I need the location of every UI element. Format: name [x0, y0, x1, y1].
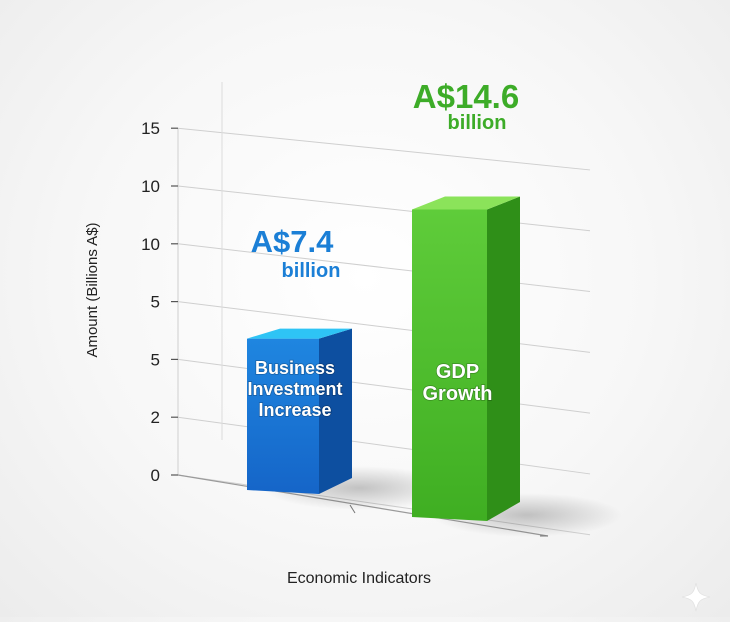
y-tick-label: 5 — [151, 350, 160, 369]
x-axis-label: Economic Indicators — [287, 570, 431, 587]
gridline — [177, 301, 591, 353]
bar — [247, 328, 352, 494]
bars — [247, 196, 520, 522]
bar-category-label: Investment — [247, 379, 342, 399]
gridline — [177, 416, 591, 475]
bar-front-face — [247, 338, 319, 494]
bar-front-face — [412, 209, 487, 522]
bar-category-label: Business — [255, 358, 335, 378]
data-labels: BusinessInvestmentIncreaseA$7.4billionGD… — [247, 78, 519, 421]
gridline — [177, 185, 591, 232]
bar-top-face — [247, 328, 352, 339]
bar-category-label: Growth — [423, 383, 493, 405]
y-axis-ticks: 0 2 5 5 10 10 15 — [141, 119, 178, 485]
sparkle-icon — [681, 582, 711, 612]
gridline — [177, 127, 591, 171]
y-axis-label: Amount (Billions A$) — [84, 222, 101, 357]
data-label-unit: billion — [448, 112, 507, 134]
y-tick-label: 10 — [141, 177, 160, 196]
y-tick-label: 5 — [151, 293, 160, 312]
y-tick-label: 2 — [151, 408, 160, 427]
data-label-amount: A$14.6 — [413, 78, 519, 115]
bar-side-face — [487, 196, 520, 522]
data-label-amount: A$7.4 — [251, 224, 334, 259]
y-tick-label: 10 — [141, 235, 160, 254]
gridline — [177, 358, 591, 414]
bar-category-label: Increase — [258, 400, 331, 420]
bar-category-label: GDP — [436, 361, 479, 383]
bar-side-face — [319, 328, 352, 494]
bar-top-face — [412, 196, 520, 210]
gridline — [177, 243, 591, 293]
y-tick-label: 15 — [141, 119, 160, 138]
bar — [412, 196, 520, 522]
data-label-unit: billion — [282, 260, 341, 282]
y-tick-label: 0 — [151, 466, 160, 485]
